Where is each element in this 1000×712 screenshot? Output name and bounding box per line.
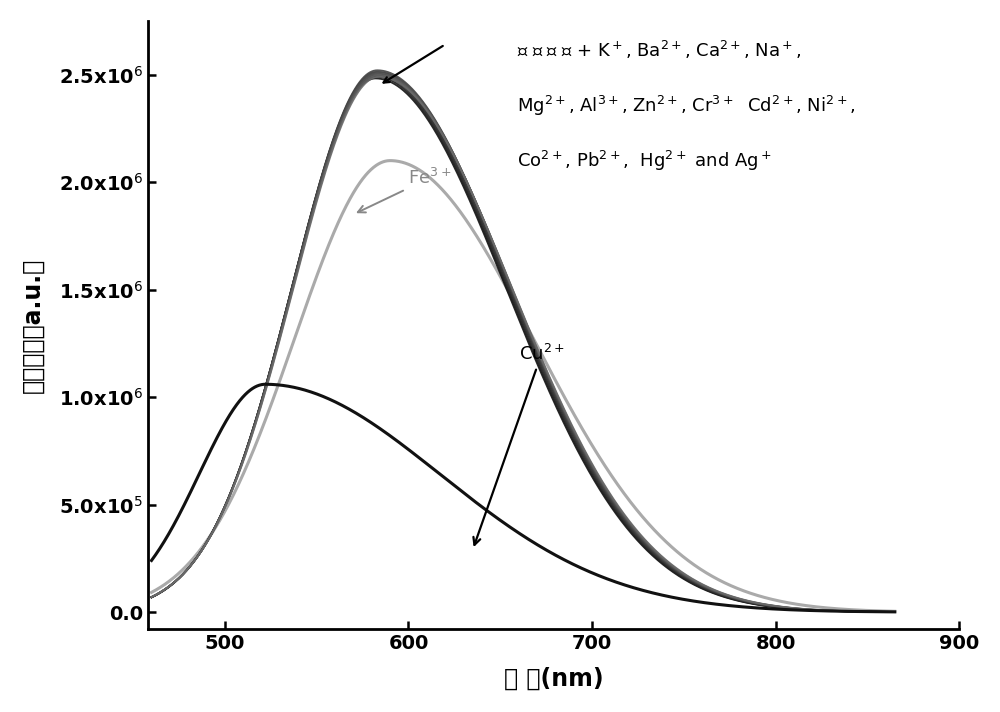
Text: Fe$^{3+}$: Fe$^{3+}$ [358,168,452,212]
Y-axis label: 荧光强度（a.u.）: 荧光强度（a.u.） [21,258,45,393]
X-axis label: 波 长(nm): 波 长(nm) [504,667,603,691]
Text: Mg$^{2+}$, Al$^{3+}$, Zn$^{2+}$, Cr$^{3+}$  Cd$^{2+}$, Ni$^{2+}$,: Mg$^{2+}$, Al$^{3+}$, Zn$^{2+}$, Cr$^{3+… [517,94,856,118]
Text: 荧 光 探 针 + K$^+$, Ba$^{2+}$, Ca$^{2+}$, Na$^+$,: 荧 光 探 针 + K$^+$, Ba$^{2+}$, Ca$^{2+}$, N… [517,39,801,61]
Text: Cu$^{2+}$: Cu$^{2+}$ [473,344,564,545]
Text: Co$^{2+}$, Pb$^{2+}$,  Hg$^{2+}$ and Ag$^+$: Co$^{2+}$, Pb$^{2+}$, Hg$^{2+}$ and Ag$^… [517,149,772,173]
